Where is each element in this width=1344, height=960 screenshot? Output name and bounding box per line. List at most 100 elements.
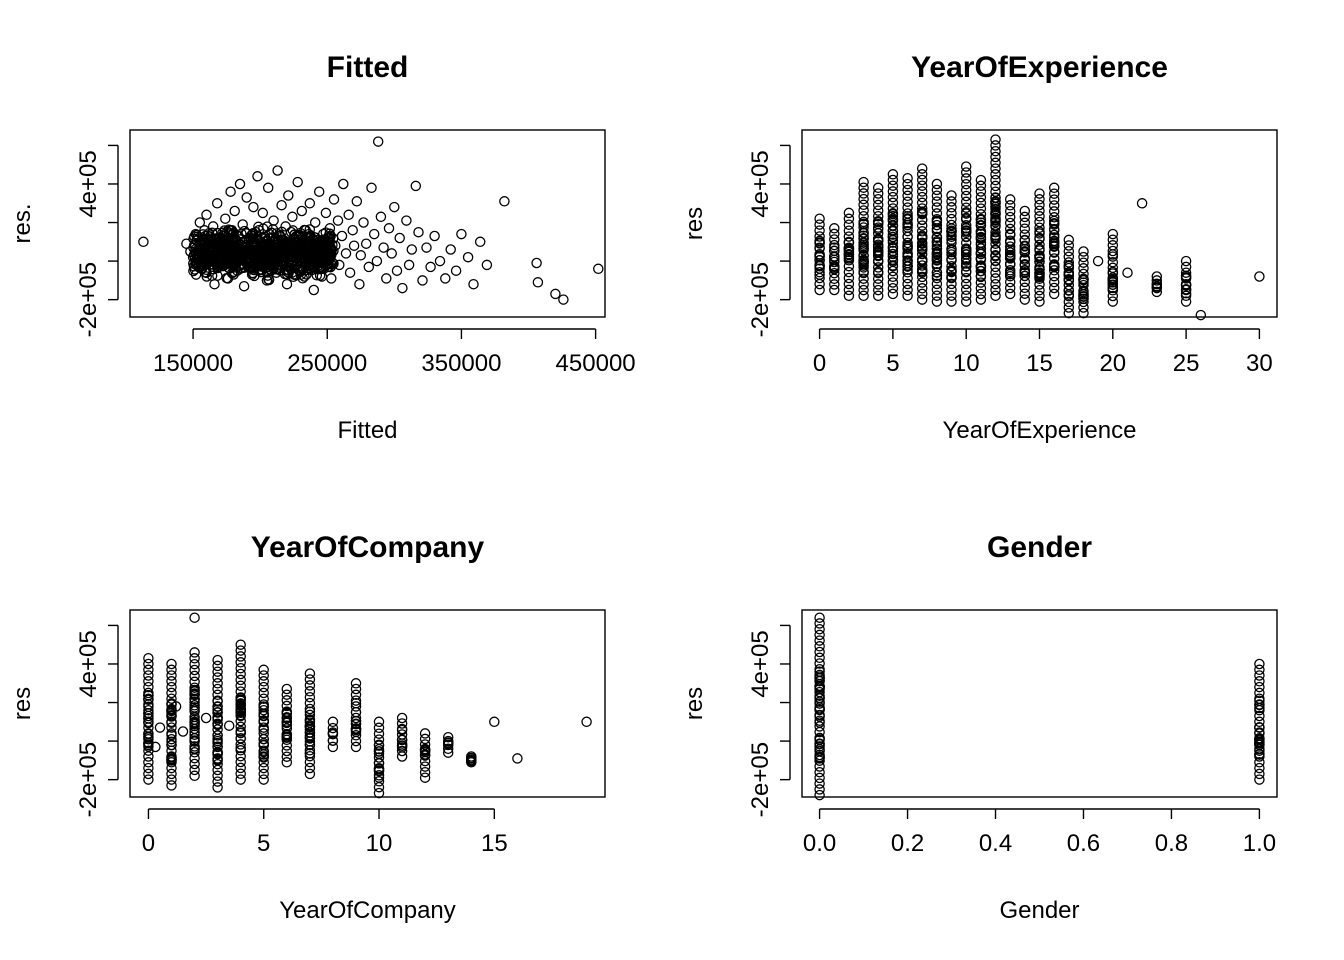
data-point (280, 252, 292, 263)
data-point (396, 745, 408, 757)
data-point (195, 258, 207, 269)
x-tick-label: 5 (886, 350, 899, 377)
data-point (304, 717, 316, 728)
data-point (814, 704, 825, 715)
data-point (211, 242, 223, 253)
data-point (166, 722, 177, 733)
data-point (366, 182, 377, 194)
data-point (931, 258, 943, 270)
data-point (258, 693, 269, 704)
data-point (281, 707, 293, 718)
data-point (209, 278, 220, 290)
data-point (235, 710, 246, 722)
data-point (207, 221, 219, 232)
data-point (814, 658, 825, 669)
data-point (378, 242, 389, 253)
data-point (419, 746, 431, 758)
data-point (975, 186, 987, 197)
data-point (1107, 296, 1119, 307)
data-point (916, 294, 928, 305)
data-point (1048, 212, 1060, 223)
data-point (212, 654, 223, 666)
data-point (281, 757, 293, 768)
data-point (1107, 266, 1119, 278)
data-point (327, 716, 339, 728)
data-point (442, 743, 454, 755)
x-tick-label: 450000 (556, 350, 636, 377)
data-point (1063, 289, 1075, 300)
data-point (456, 228, 467, 240)
data-point (143, 713, 154, 724)
data-point (1180, 255, 1192, 267)
data-point (1151, 275, 1163, 286)
data-point (189, 670, 200, 682)
data-point (201, 209, 212, 221)
data-point (931, 290, 943, 301)
data-point (328, 245, 339, 257)
data-point (887, 231, 899, 243)
data-point (1107, 279, 1119, 290)
data-point (304, 724, 316, 735)
data-point (814, 751, 825, 763)
data-point (189, 702, 200, 713)
data-point (916, 191, 928, 203)
data-point (304, 709, 316, 721)
data-point (268, 215, 279, 226)
data-point (304, 686, 316, 697)
data-point (295, 246, 306, 257)
data-point (225, 186, 236, 197)
data-point (189, 612, 200, 623)
data-point (219, 225, 230, 236)
data-point (235, 692, 246, 704)
data-point (858, 199, 869, 211)
data-point (401, 215, 412, 226)
data-point (258, 752, 269, 763)
data-point (350, 726, 362, 738)
data-point (189, 658, 200, 670)
x-tick-label: 0.4 (979, 830, 1012, 857)
data-point (247, 261, 258, 273)
data-point (858, 284, 869, 296)
data-point (975, 253, 987, 264)
data-point (201, 267, 212, 278)
data-point (235, 680, 246, 692)
data-point (1048, 276, 1060, 288)
data-point (373, 757, 385, 769)
data-point (1019, 265, 1031, 276)
data-point (212, 758, 223, 770)
data-point (391, 265, 403, 276)
data-point (814, 635, 825, 646)
data-point (843, 284, 855, 296)
data-point (166, 740, 177, 751)
data-point (212, 660, 223, 672)
x-tick-label: 1.0 (1243, 830, 1276, 857)
data-point (216, 257, 228, 268)
data-point (1078, 275, 1089, 286)
data-point (960, 225, 972, 236)
data-point (373, 752, 385, 763)
x-tick-label: 0.2 (891, 830, 924, 857)
data-point (235, 739, 246, 750)
data-point (1254, 676, 1265, 687)
data-point (327, 741, 339, 753)
data-point (843, 207, 855, 219)
data-point (931, 236, 943, 247)
data-point (1107, 228, 1119, 240)
data-point (916, 203, 928, 214)
data-point (814, 213, 825, 224)
data-point (902, 272, 913, 284)
data-point (858, 230, 869, 241)
data-point (1004, 200, 1016, 211)
data-point (1078, 246, 1089, 257)
data-point (232, 240, 243, 252)
data-point (212, 689, 223, 701)
data-point (960, 178, 972, 190)
data-point (990, 157, 1001, 169)
data-point (197, 236, 209, 248)
x-tick-label: 150000 (153, 350, 233, 377)
data-point (351, 196, 363, 207)
data-point (916, 169, 928, 180)
data-point (143, 694, 154, 705)
data-point (1180, 296, 1192, 307)
